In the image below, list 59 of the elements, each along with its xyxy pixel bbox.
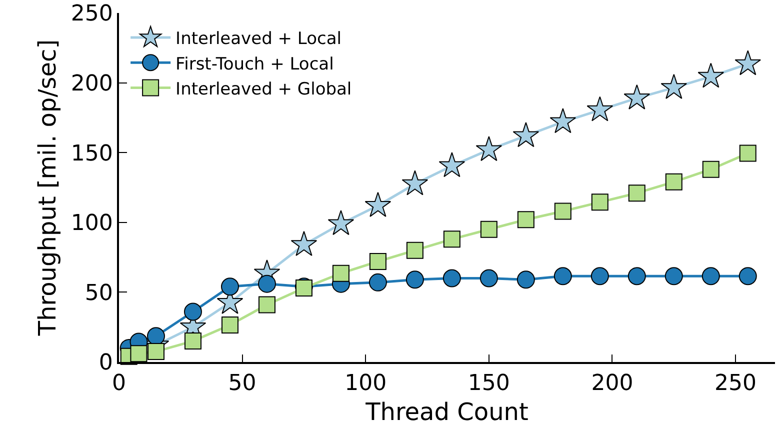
y-tick-label: 200 <box>70 72 113 96</box>
point <box>406 242 424 259</box>
point <box>480 220 498 238</box>
point <box>476 136 502 162</box>
legend-label: Interleaved + Local <box>176 29 342 50</box>
point <box>516 270 535 289</box>
y-tick-label: 0 <box>98 350 113 376</box>
point <box>591 194 608 211</box>
point <box>406 270 424 289</box>
point <box>328 210 354 236</box>
x-tick-label: 50 <box>228 371 256 396</box>
point <box>220 278 239 296</box>
point <box>443 230 460 248</box>
point <box>702 267 720 286</box>
y-tick-label: 250 <box>70 2 113 27</box>
point <box>480 269 498 288</box>
point <box>221 316 238 334</box>
point <box>517 211 534 228</box>
point <box>628 267 646 286</box>
point <box>368 273 387 292</box>
point <box>369 252 386 270</box>
point <box>665 173 682 190</box>
point <box>628 184 646 202</box>
x-axis-title: Thread Count <box>364 398 528 426</box>
point <box>364 192 392 217</box>
point <box>660 74 688 99</box>
point <box>402 170 428 196</box>
point <box>258 296 276 314</box>
legend-label: First-Touch + Local <box>176 54 334 74</box>
point <box>332 264 350 282</box>
point <box>698 62 724 88</box>
point <box>258 274 276 293</box>
legend-label: Interleaved + Global <box>176 79 352 100</box>
point <box>590 267 609 286</box>
x-tick-label: 100 <box>344 371 387 396</box>
point <box>438 152 466 178</box>
y-axis-title: Throughput [mil. op/sec] <box>33 39 62 337</box>
y-tick-label: 150 <box>70 141 113 166</box>
point <box>442 269 461 288</box>
point <box>624 84 650 110</box>
point <box>586 96 614 122</box>
point <box>664 267 683 286</box>
point <box>130 345 148 362</box>
point <box>512 122 540 148</box>
point <box>734 50 762 76</box>
point <box>739 144 756 162</box>
x-tick-label: 200 <box>591 371 634 396</box>
point <box>702 160 720 178</box>
point <box>184 332 202 350</box>
point <box>184 302 202 321</box>
x-tick-label: 150 <box>468 371 510 396</box>
point <box>554 267 572 286</box>
point <box>554 202 572 220</box>
y-tick-label: 50 <box>84 280 113 306</box>
point <box>550 108 576 134</box>
y-tick-label: 100 <box>70 211 113 236</box>
point <box>738 267 757 286</box>
x-tick-label: 250 <box>714 371 757 396</box>
point <box>290 230 318 256</box>
